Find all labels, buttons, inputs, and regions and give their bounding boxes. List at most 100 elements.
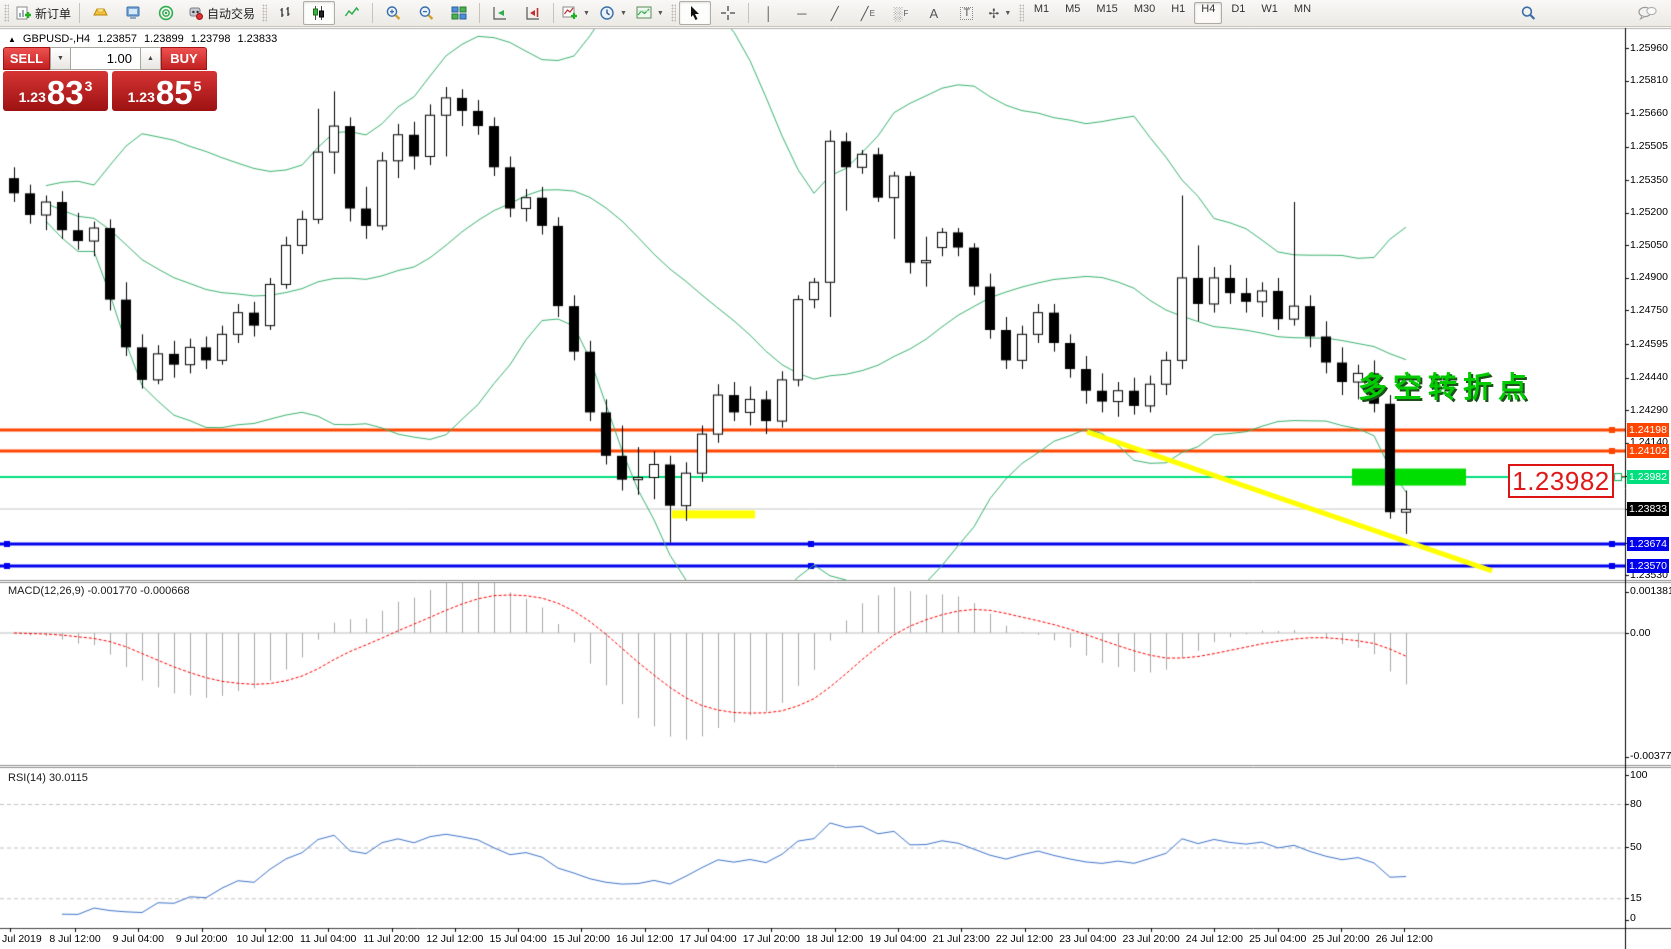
trendline-tool-button[interactable]: ╱ — [819, 1, 851, 25]
chat-button[interactable] — [1631, 1, 1663, 25]
zoom-in-icon — [386, 6, 400, 20]
vertical-line-tool-button[interactable]: │ — [753, 1, 785, 25]
candlestick-chart-icon — [313, 6, 325, 20]
auto-scroll-icon — [493, 7, 507, 20]
tile-windows-button[interactable] — [443, 1, 475, 25]
toolbar-separator — [553, 3, 555, 23]
toolbar-separator — [372, 3, 374, 23]
timeframe-group: M1 M5 M15 M30 H1 H4 D1 W1 MN — [1027, 2, 1318, 24]
timeframe-button-w1[interactable]: W1 — [1261, 3, 1278, 15]
auto-scroll-button[interactable] — [484, 1, 516, 25]
timeframe-button-h4[interactable]: H4 — [1194, 2, 1223, 24]
one-click-trading-widget: SELL ▼ ▲ BUY 1.23 83 3 1.23 85 5 — [3, 47, 217, 111]
toolbar-grip[interactable] — [262, 4, 268, 22]
toolbar-separator — [479, 3, 481, 23]
autotrading-robot-icon — [189, 7, 204, 20]
fibonacci-icon: ░ — [893, 5, 903, 21]
text-label-tool-button[interactable]: T — [951, 1, 983, 25]
search-button[interactable] — [1512, 1, 1544, 25]
trade-widget-price-row: 1.23 83 3 1.23 85 5 — [3, 71, 217, 111]
indicators-button[interactable]: ▼ — [558, 1, 594, 25]
bar-chart-icon — [280, 7, 290, 17]
timeframe-button-d1[interactable]: D1 — [1231, 3, 1246, 15]
chat-bubbles-icon — [1638, 6, 1657, 21]
channel-sub-label: E — [869, 8, 875, 18]
gold-ingot-icon — [92, 8, 108, 16]
crosshair-icon — [720, 6, 735, 20]
toolbar-grip[interactable] — [4, 4, 9, 22]
buy-price-prefix: 1.23 — [127, 89, 155, 105]
sell-button[interactable]: SELL — [3, 47, 50, 70]
volume-down-icon: ▼ — [57, 55, 64, 62]
arrows-caret-icon: ▼ — [1004, 9, 1012, 17]
toolbar-separator — [79, 3, 81, 23]
search-icon — [1521, 6, 1535, 20]
text-tool-button[interactable]: A — [918, 1, 950, 25]
text-tool-icon: A — [929, 5, 939, 21]
text-label-icon: T — [960, 6, 974, 20]
arrows-tool-button[interactable]: ✢ ▼ — [984, 1, 1016, 25]
timeframe-button-m5[interactable]: M5 — [1065, 3, 1081, 15]
buy-button[interactable]: BUY — [161, 47, 207, 70]
arrows-icon: ✢ — [988, 5, 1000, 21]
chart-shift-icon — [526, 7, 540, 20]
timeframe-button-m30[interactable]: M30 — [1133, 3, 1156, 15]
periods-caret-icon: ▼ — [619, 9, 627, 17]
volume-increase-button[interactable]: ▲ — [140, 47, 161, 70]
autotrading-button[interactable]: 自动交易 — [183, 1, 259, 25]
sell-price-main: 83 — [46, 74, 84, 112]
timeframe-button-h1[interactable]: H1 — [1171, 3, 1186, 15]
price-callout-box[interactable]: 1.23982 — [1508, 464, 1614, 498]
template-icon — [636, 6, 652, 19]
sell-price-prefix: 1.23 — [18, 89, 46, 105]
new-order-label: 新订单 — [35, 6, 72, 21]
computer-icon — [126, 6, 140, 19]
templates-caret-icon: ▼ — [656, 9, 664, 17]
toolbar-grip[interactable] — [1018, 4, 1024, 22]
cursor-icon — [690, 6, 699, 20]
sell-price-pip: 3 — [84, 78, 93, 94]
templates-button[interactable]: ▼ — [632, 1, 668, 25]
fibonacci-tool-button[interactable]: ░ F — [885, 1, 917, 25]
sell-price-panel[interactable]: 1.23 83 3 — [3, 71, 108, 111]
new-order-button[interactable]: 新订单 — [12, 1, 75, 25]
buy-price-main: 85 — [155, 74, 193, 112]
tile-windows-icon — [451, 6, 467, 20]
chart-shift-button[interactable] — [517, 1, 549, 25]
fibonacci-sub-label: F — [903, 8, 909, 18]
timeframe-button-mn[interactable]: MN — [1293, 3, 1312, 15]
timeframe-button-m15[interactable]: M15 — [1096, 3, 1118, 15]
remote-support-button[interactable] — [117, 1, 149, 25]
volume-decrease-button[interactable]: ▼ — [50, 47, 71, 70]
equidistant-channel-tool-button[interactable]: ╱ E — [852, 1, 884, 25]
zoom-out-button[interactable] — [410, 1, 442, 25]
buy-price-pip: 5 — [193, 78, 202, 94]
timeframe-button-m1[interactable]: M1 — [1033, 3, 1050, 15]
periods-button[interactable]: ▼ — [595, 1, 631, 25]
volume-up-icon: ▲ — [147, 55, 154, 62]
vertical-line-icon: │ — [764, 5, 773, 21]
buy-price-panel[interactable]: 1.23 85 5 — [112, 71, 217, 111]
sell-button-label: SELL — [9, 51, 44, 66]
horizontal-line-tool-button[interactable]: ─ — [786, 1, 818, 25]
line-chart-button[interactable] — [336, 1, 368, 25]
trade-widget-top-row: SELL ▼ ▲ BUY — [3, 47, 217, 70]
volume-input[interactable] — [71, 47, 140, 70]
bar-chart-button[interactable] — [270, 1, 302, 25]
zoom-in-button[interactable] — [377, 1, 409, 25]
turning-point-annotation[interactable]: 多空转折点 — [1358, 372, 1534, 404]
signals-button[interactable] — [150, 1, 182, 25]
autotrading-label: 自动交易 — [207, 6, 256, 21]
candlestick-chart-button[interactable] — [303, 1, 336, 25]
toolbar-grip[interactable] — [670, 4, 676, 22]
line-chart-icon — [344, 6, 360, 17]
horizontal-line-icon: ─ — [797, 5, 807, 21]
crosshair-button[interactable] — [712, 1, 744, 25]
new-order-icon — [16, 6, 31, 20]
clock-icon — [600, 6, 614, 20]
signal-icon — [158, 5, 173, 21]
gold-button[interactable] — [84, 1, 116, 25]
toolbar-separator — [747, 3, 749, 23]
cursor-button[interactable] — [678, 1, 711, 25]
